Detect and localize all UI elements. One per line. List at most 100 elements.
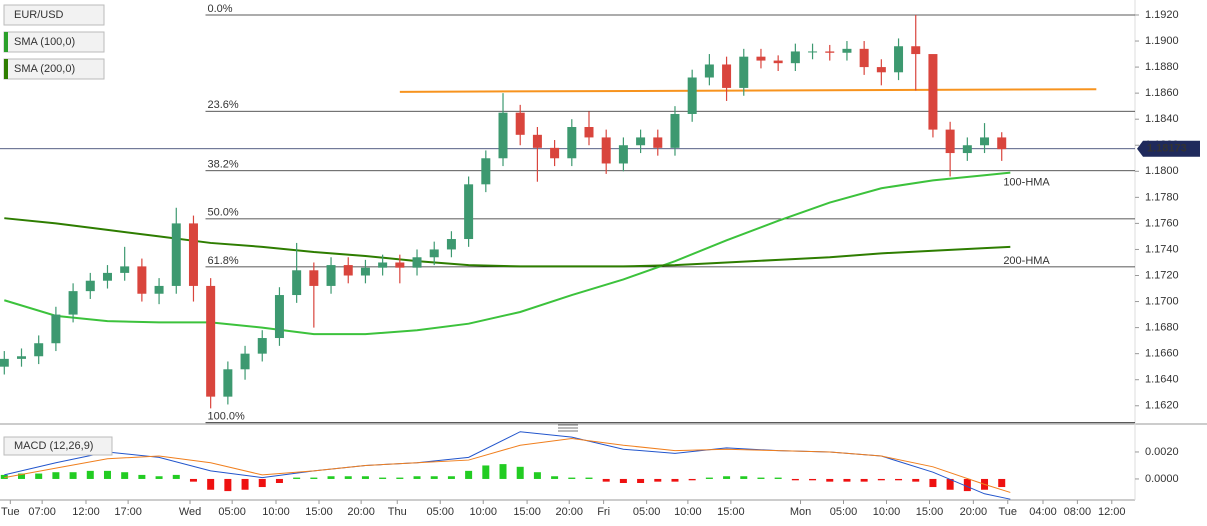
macd-histogram-bar [430, 476, 438, 479]
macd-histogram-bar [929, 478, 937, 488]
x-tick-label: 05:00 [426, 506, 454, 518]
y-tick-label: 1.1620 [1145, 400, 1179, 412]
macd-histogram-bar [637, 478, 645, 483]
hma-label: 200-HMA [1003, 255, 1050, 267]
fib-label: 0.0% [208, 3, 233, 15]
legend-swatch [4, 32, 8, 52]
x-tick-label: Thu [388, 506, 407, 518]
candle-body [584, 127, 594, 138]
last-price-box [1137, 140, 1200, 157]
macd-histogram-bar [912, 478, 920, 482]
y-tick-label: 1.1920 [1145, 9, 1179, 21]
x-tick-label: 10:00 [469, 506, 497, 518]
macd-histogram-bar [516, 466, 524, 479]
legend-swatch [4, 59, 8, 79]
candle-body [567, 127, 577, 159]
x-tick-label: 10:00 [873, 506, 901, 518]
x-tick-label: 17:00 [114, 506, 142, 518]
legend-label: EUR/USD [14, 9, 64, 21]
candle-body [997, 137, 1007, 150]
x-tick-label: 05:00 [830, 506, 858, 518]
macd-histogram-bar [482, 465, 490, 479]
candle-body [34, 343, 44, 357]
candle-body [274, 295, 284, 339]
x-tick-label: 20:00 [960, 506, 988, 518]
macd-y-tick-label: 0.0020 [1145, 446, 1179, 458]
y-tick-label: 1.1840 [1145, 113, 1179, 125]
macd-histogram-bar [241, 478, 249, 490]
candle-body [292, 270, 302, 296]
candle-body [171, 223, 181, 286]
candle-body [773, 60, 783, 64]
x-tick-label: 15:00 [513, 506, 541, 518]
candle-body [842, 48, 852, 53]
macd-histogram-bar [723, 476, 731, 479]
candle-body [16, 356, 26, 359]
candle-body [85, 280, 95, 292]
macd-histogram-bar [0, 474, 8, 479]
x-tick-label: Tue [998, 506, 1017, 518]
candle-body [687, 77, 697, 114]
candle-body [911, 46, 921, 55]
candle-body [137, 266, 147, 294]
macd-histogram-bar [413, 476, 421, 479]
macd-histogram-bar [103, 470, 111, 479]
macd-histogram-bar [138, 474, 146, 479]
signal-line [4, 437, 1011, 493]
x-tick-label: 12:00 [72, 506, 100, 518]
macd-histogram-bar [843, 478, 851, 482]
macd-histogram-bar [791, 478, 799, 481]
fib-label: 100.0% [208, 411, 246, 423]
candle-body [188, 223, 198, 286]
macd-histogram-bar [774, 477, 782, 479]
candle-body [928, 54, 938, 130]
macd-histogram-bar [17, 473, 25, 479]
macd-histogram-bar [361, 476, 369, 479]
candle-body [653, 137, 663, 148]
macd-histogram-bar [568, 477, 576, 479]
y-tick-label: 1.1860 [1145, 87, 1179, 99]
macd-histogram-bar [447, 476, 455, 479]
macd-histogram-bar [602, 478, 610, 482]
y-tick-label: 1.1780 [1145, 191, 1179, 203]
x-tick-label: 20:00 [555, 506, 583, 518]
candle-body [601, 137, 611, 164]
candle-body [515, 112, 525, 135]
y-tick-label: 1.1760 [1145, 217, 1179, 229]
x-tick-label: 04:00 [1029, 506, 1057, 518]
macd-histogram-bar [35, 473, 43, 479]
x-tick-label: Fri [597, 506, 610, 518]
macd-histogram-bar [207, 478, 215, 490]
macd-histogram-bar [275, 478, 283, 483]
candle-body [962, 145, 972, 154]
hma-label: 100-HMA [1003, 177, 1050, 189]
candle-body [945, 129, 955, 154]
candle-body [636, 137, 646, 146]
x-tick-label: 15:00 [916, 506, 944, 518]
macd-histogram-bar [396, 477, 404, 479]
macd-histogram-bar [327, 476, 335, 479]
x-tick-label: 07:00 [28, 506, 56, 518]
macd-histogram-bar [310, 477, 318, 479]
x-tick-label: 15:00 [305, 506, 333, 518]
candle-body [378, 262, 388, 268]
y-tick-label: 1.1800 [1145, 165, 1179, 177]
macd-histogram-bar [877, 478, 885, 481]
macd-histogram-bar [344, 476, 352, 479]
candle-body [481, 158, 491, 185]
candle-body [704, 64, 714, 78]
candle-body [343, 265, 353, 276]
legend-box [3, 436, 113, 456]
macd-histogram-bar [86, 470, 94, 479]
macd-histogram-bar [826, 478, 834, 482]
candle-body [618, 145, 628, 164]
x-tick-label: 05:00 [633, 506, 661, 518]
macd-histogram-bar [740, 476, 748, 479]
macd-histogram-bar [551, 476, 559, 479]
macd-histogram-bar [69, 472, 77, 479]
macd-histogram-bar [172, 474, 180, 479]
panel-handle[interactable] [558, 424, 578, 432]
fib-label: 38.2% [208, 159, 239, 171]
candle-body [154, 285, 164, 294]
